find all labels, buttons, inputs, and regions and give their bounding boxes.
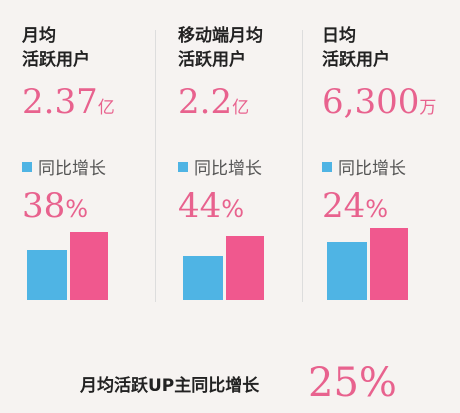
- value-row: 2.37亿: [22, 82, 115, 122]
- growth: 44: [178, 186, 222, 226]
- panel-title: 移动端月均: [178, 26, 263, 46]
- bar-previous: [27, 250, 67, 300]
- divider: [155, 30, 156, 302]
- bar-current: [70, 232, 108, 300]
- bar-current: [226, 236, 264, 300]
- unit: 亿: [97, 98, 115, 118]
- bar-current: [370, 228, 408, 300]
- bar-previous: [327, 242, 367, 300]
- growth: 38: [22, 186, 66, 226]
- value: 2.37: [22, 82, 98, 122]
- growth-unit: %: [65, 195, 89, 223]
- bar-previous: [183, 256, 223, 300]
- growth-row: 24%: [322, 186, 388, 226]
- panel-title: 活跃用户: [178, 50, 246, 70]
- growth-unit: %: [365, 195, 389, 223]
- value: 2.2: [178, 82, 233, 122]
- marker: [322, 162, 332, 172]
- marker: [22, 162, 32, 172]
- panel-title: 活跃用户: [22, 50, 90, 70]
- growth-label: 同比增长: [38, 159, 106, 179]
- value-row: 6,300万: [322, 82, 436, 122]
- growth-label: 同比增长: [194, 159, 262, 179]
- unit: 万: [419, 98, 437, 118]
- footer-value: 25%: [308, 360, 397, 406]
- unit: 亿: [232, 98, 250, 118]
- growth-label: 同比增长: [338, 159, 406, 179]
- panel-title: 月均: [22, 26, 56, 46]
- divider: [302, 30, 303, 302]
- growth: 24: [322, 186, 366, 226]
- value: 6,300: [322, 82, 420, 122]
- growth-row: 38%: [22, 186, 88, 226]
- marker: [178, 162, 188, 172]
- panel-title: 活跃用户: [322, 50, 390, 70]
- growth-unit: %: [221, 195, 245, 223]
- value-row: 2.2亿: [178, 82, 249, 122]
- growth-row: 44%: [178, 186, 244, 226]
- footer-label: 月均活跃UP主同比增长: [80, 376, 260, 396]
- panel-title: 日均: [322, 26, 356, 46]
